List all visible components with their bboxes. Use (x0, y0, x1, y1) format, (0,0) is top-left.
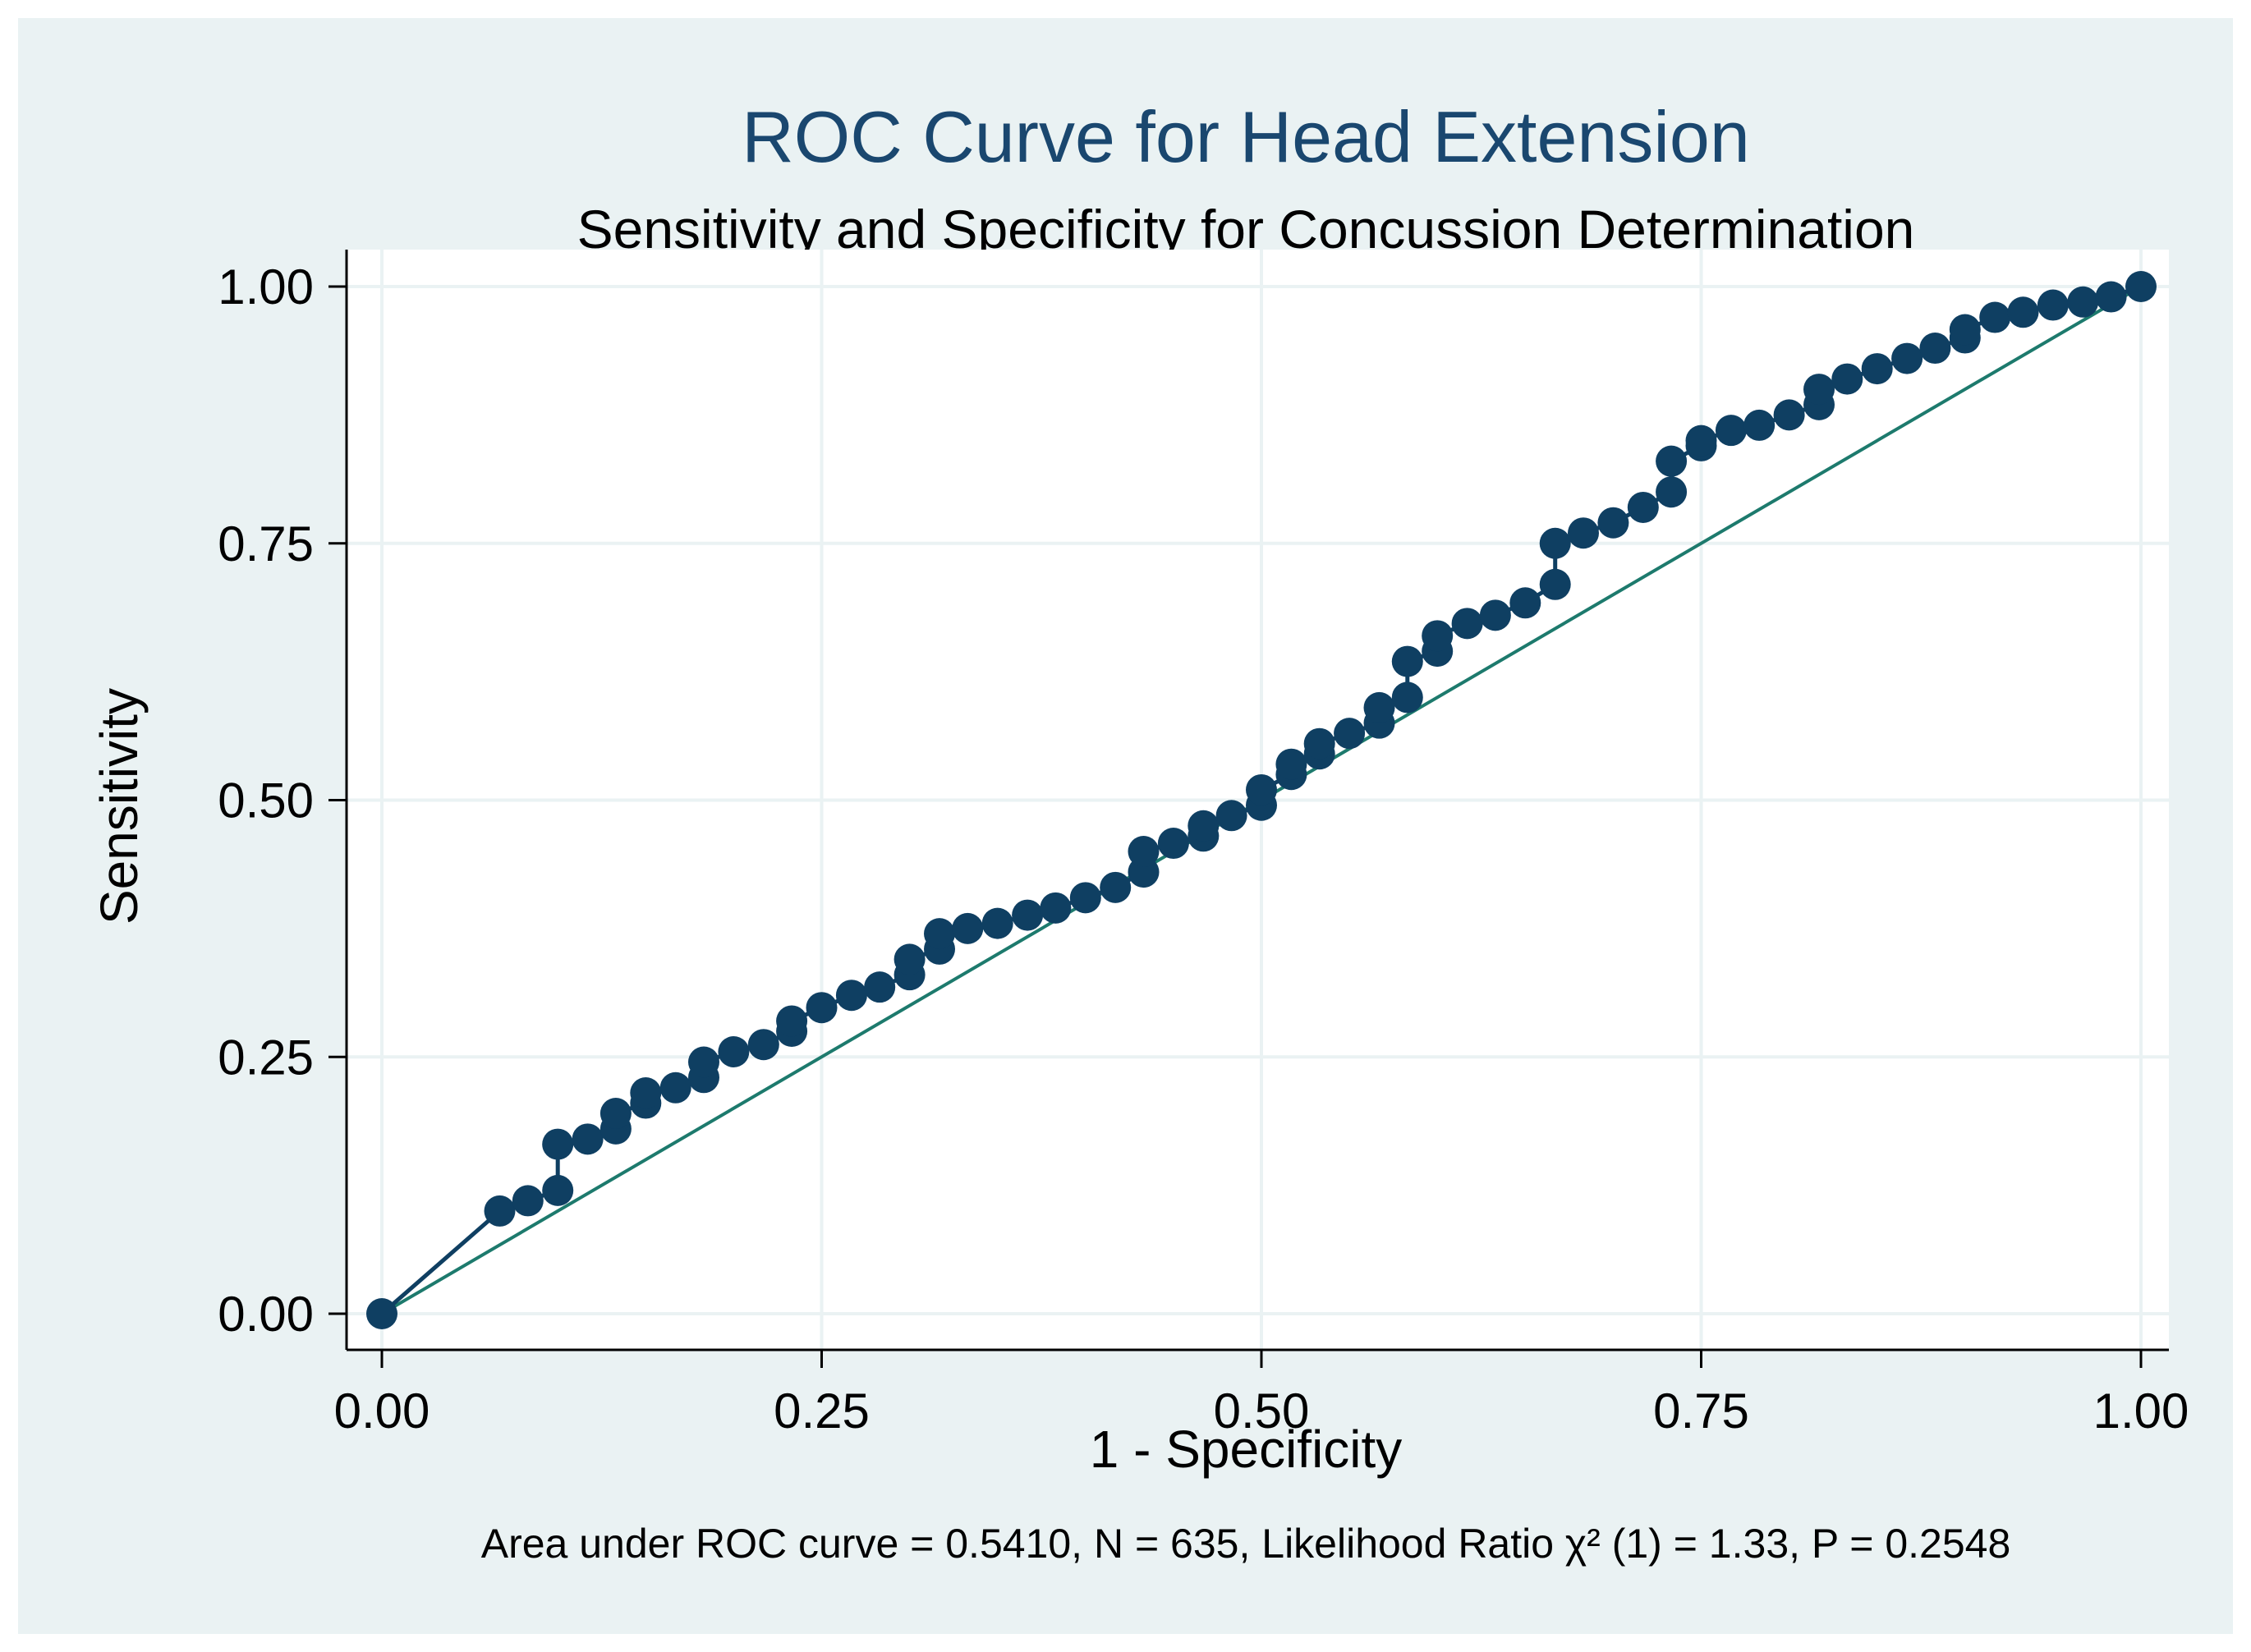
roc-point (1157, 828, 1189, 860)
roc-point (630, 1077, 662, 1109)
roc-points (366, 271, 2157, 1329)
roc-point (1303, 727, 1335, 759)
roc-chart: ROC Curve for Head Extension Sensitivity… (90, 96, 2189, 1567)
roc-point (894, 943, 926, 975)
y-tick-label: 1.00 (218, 259, 314, 314)
y-tick-label: 0.50 (218, 773, 314, 828)
roc-point (1479, 599, 1511, 631)
axes (328, 250, 2169, 1368)
y-axis-label: Sensitivity (90, 688, 149, 925)
roc-point (952, 912, 984, 944)
roc-point (718, 1035, 750, 1067)
roc-point (806, 992, 838, 1024)
roc-point (747, 1029, 779, 1061)
roc-point (1949, 314, 1981, 346)
roc-point (1451, 608, 1483, 640)
roc-point (1509, 587, 1541, 619)
roc-point (1188, 810, 1220, 842)
roc-point (1363, 691, 1395, 723)
roc-point (542, 1128, 574, 1160)
roc-point (835, 980, 867, 1012)
x-tick-label: 0.50 (1214, 1384, 1310, 1439)
y-tick-label: 0.75 (218, 516, 314, 571)
y-tick-label: 0.25 (218, 1030, 314, 1085)
roc-point (687, 1046, 719, 1078)
roc-point (1685, 424, 1717, 457)
roc-point (1100, 871, 1132, 903)
roc-point (981, 907, 1013, 939)
roc-point (1656, 476, 1688, 508)
roc-point (1040, 892, 1072, 924)
roc-point (1656, 445, 1688, 477)
roc-point (2125, 271, 2157, 302)
chart-footnote: Area under ROC curve = 0.5410, N = 635, … (481, 1521, 2011, 1567)
chart-subtitle: Sensitivity and Specificity for Concussi… (577, 199, 1915, 259)
roc-point (2037, 289, 2069, 321)
roc-point (1979, 301, 2011, 333)
roc-point (1334, 718, 1366, 750)
x-tick-label: 0.00 (334, 1384, 430, 1439)
roc-point (659, 1072, 691, 1104)
roc-point (572, 1123, 604, 1155)
x-axis-label: 1 - Specificity (1090, 1420, 1403, 1479)
roc-point (484, 1195, 516, 1227)
roc-point (1275, 748, 1307, 780)
chart-title: ROC Curve for Head Extension (742, 96, 1750, 177)
roc-point (864, 971, 896, 1003)
roc-point (542, 1174, 574, 1206)
roc-point (600, 1098, 632, 1130)
roc-point (1246, 773, 1277, 805)
roc-point (1715, 415, 1747, 447)
x-tick-label: 0.75 (1653, 1384, 1749, 1439)
roc-point (776, 1005, 808, 1037)
roc-point (1539, 568, 1571, 600)
roc-point (2007, 296, 2039, 328)
roc-point (1215, 800, 1247, 832)
roc-point (1422, 620, 1454, 652)
chart-frame: ROC Curve for Head Extension Sensitivity… (18, 18, 2233, 1634)
roc-point (2095, 281, 2127, 313)
roc-point (1391, 645, 1423, 677)
roc-point (1831, 363, 1863, 395)
roc-point (924, 918, 956, 950)
roc-point (1539, 527, 1571, 559)
roc-point (1012, 899, 1044, 931)
roc-point (1567, 517, 1599, 549)
roc-point (1891, 342, 1923, 374)
roc-point (2067, 286, 2099, 318)
roc-point (1861, 353, 1893, 385)
roc-point (1128, 836, 1160, 868)
y-tick-label: 0.00 (218, 1287, 314, 1342)
roc-point (1803, 374, 1835, 406)
tick-labels: 0.00 0.25 0.50 0.75 1.00 0.00 0.25 0.50 0.75 1.00 (218, 259, 2189, 1439)
roc-point (1627, 491, 1659, 523)
roc-point (366, 1298, 397, 1329)
roc-point (1919, 333, 1951, 365)
roc-point (1743, 409, 1776, 441)
roc-point (1069, 882, 1101, 914)
roc-point (1597, 507, 1629, 539)
x-tick-label: 0.25 (774, 1384, 870, 1439)
roc-point (1391, 681, 1423, 714)
roc-point (512, 1185, 544, 1217)
roc-point (1773, 399, 1805, 431)
x-tick-label: 1.00 (2093, 1384, 2189, 1439)
